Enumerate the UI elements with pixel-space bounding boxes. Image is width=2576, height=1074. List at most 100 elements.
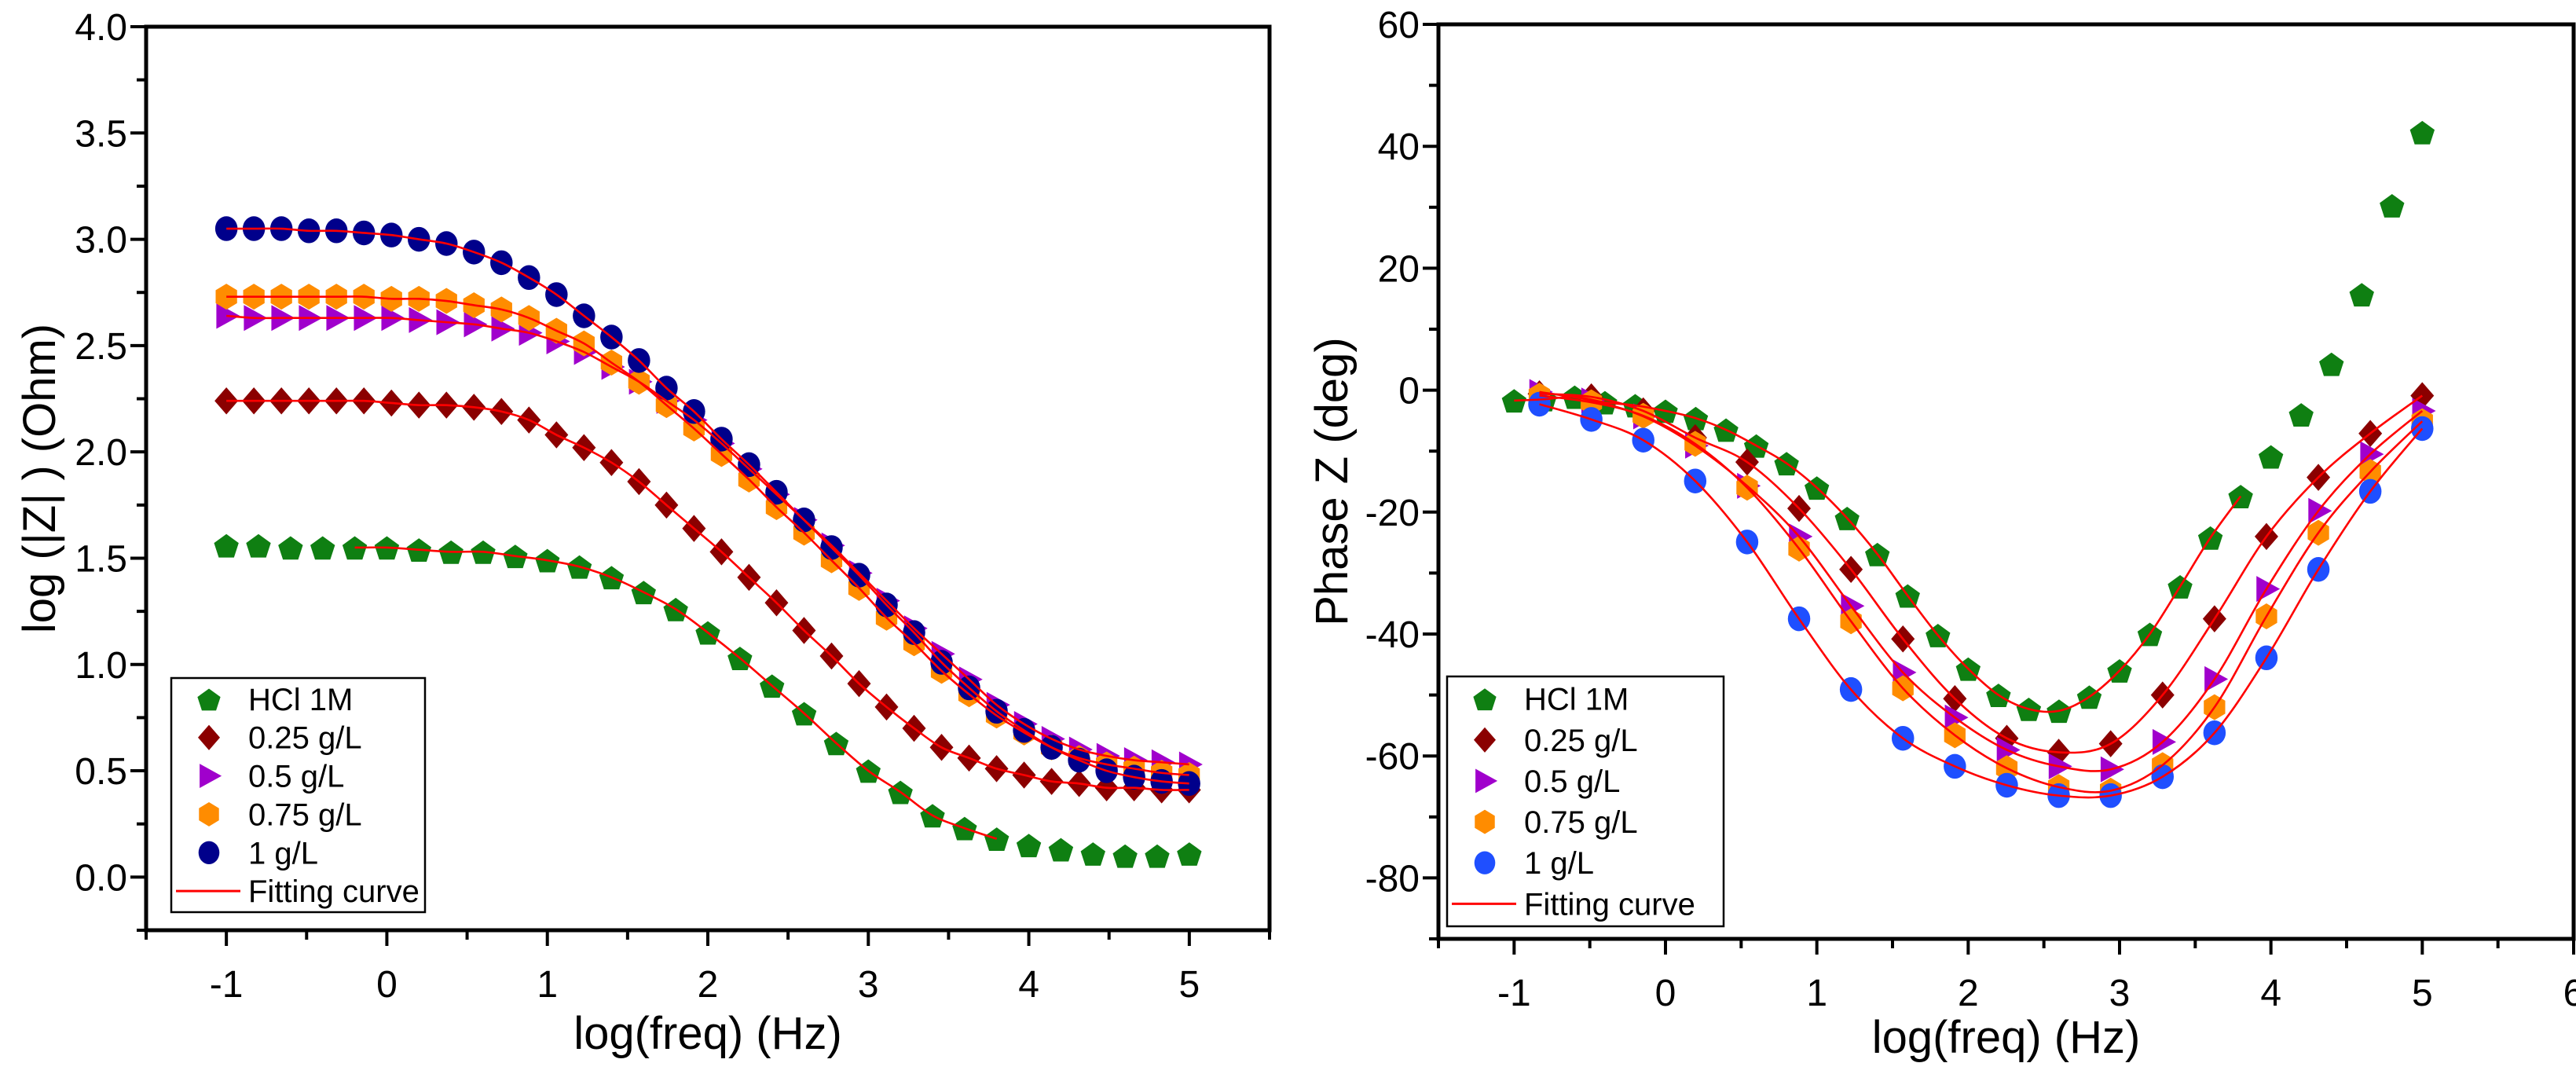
legend-box [1446, 675, 1725, 928]
fitting-curve [1514, 395, 2242, 713]
fitting-curves [226, 227, 1189, 840]
x-tick-label: 4 [1018, 964, 1039, 1006]
y-tick-label: 1.5 [75, 538, 127, 580]
legend-label: 0.5 g/L [248, 760, 344, 794]
legend: HCl 1M 0.25 g/L 0.5 g/L 0.75 g/L 1 g/L Fittin… [1446, 675, 1725, 928]
x-tick-label: 4 [2260, 973, 2281, 1014]
y-axis-title: Phase Z (deg) [1306, 337, 1358, 626]
legend-label: Fitting curve [1524, 887, 1695, 922]
legend-item: 0.25 g/L [1474, 724, 1638, 758]
x-tick-label: -1 [210, 964, 244, 1006]
impedance-magnitude-plot: -1 0 1 2 3 4 5 0.0 0.5 1.0 1.5 2.0 2.5 3.0 3.5 4.0 log(f… [14, 7, 1272, 1059]
fitting-curves [1514, 390, 2424, 799]
x-tick-label: 6 [2563, 973, 2576, 1014]
fitting-curve [1539, 403, 2424, 799]
y-tick-label: 3.5 [75, 113, 127, 155]
legend-item: Fitting curve [176, 874, 420, 909]
data-point [310, 536, 335, 560]
fitting-curve [226, 295, 1189, 776]
y-tick-label: 0.5 [75, 751, 127, 793]
legend-item: 0.25 g/L [198, 721, 362, 756]
data-point [2319, 352, 2344, 376]
x-tick-label: 5 [2412, 973, 2433, 1014]
data-point [1145, 844, 1170, 868]
legend-marker-diamond-icon [198, 724, 220, 750]
y-tick-label: 3.0 [75, 220, 127, 262]
data-point [1080, 842, 1105, 866]
data-point [984, 827, 1010, 851]
axes: -1 0 1 2 3 4 5 0.0 0.5 1.0 1.5 2.0 2.5 3.0 3.5 4.0 [75, 7, 1271, 1006]
x-tick-label: 3 [858, 964, 879, 1006]
legend-item: 0.5 g/L [200, 760, 344, 794]
legend-box [170, 676, 427, 914]
data-point [246, 533, 271, 558]
y-tick-label: 4.0 [75, 7, 127, 49]
data-point [2409, 120, 2435, 145]
legend: HCl 1M 0.25 g/L 0.5 g/L0.75 g/L 1 g/LFittin… [170, 676, 427, 914]
y-tick-label: 60 [1378, 5, 1420, 46]
y-tick-label: 0.0 [75, 857, 127, 899]
fitting-curve [226, 314, 1189, 766]
legend-marker-diamond-icon [1474, 727, 1496, 753]
data-point [2258, 445, 2284, 469]
x-axis-title: log(freq) (Hz) [1872, 1012, 2141, 1063]
legend-item: 1 g/L [198, 836, 318, 871]
y-tick-label: 40 [1378, 126, 1420, 168]
x-tick-label: 3 [2109, 973, 2131, 1014]
data-point [2153, 728, 2177, 755]
fitting-curve [354, 546, 998, 840]
legend-item: 0.5 g/L [1475, 764, 1620, 799]
data-point [278, 536, 303, 560]
legend-label: 0.5 g/L [1524, 764, 1620, 799]
legend-marker-triangle-right-icon [200, 764, 222, 788]
legend-item: 0.75 g/L [199, 797, 362, 832]
data-point [1944, 704, 1969, 731]
x-tick-label: 0 [1655, 973, 1676, 1014]
data-point [2349, 283, 2374, 307]
y-tick-label: -20 [1365, 493, 1420, 534]
data-point [1177, 842, 1202, 866]
series-hcl-1m [214, 533, 1202, 868]
legend-label: HCl 1M [248, 683, 353, 717]
legend-label: Fitting curve [248, 874, 420, 909]
fitting-curve [226, 227, 1189, 785]
x-tick-label: 2 [698, 964, 719, 1006]
phase-angle-plot: -1 0 1 2 3 4 5 6 -80 -60 -40 -20 0 20 40 60 log(freq) (H… [1306, 5, 2576, 1063]
legend-marker-triangle-right-icon [1475, 768, 1498, 794]
y-tick-label: -60 [1365, 736, 1420, 778]
legend-marker-circle-icon [1474, 851, 1496, 874]
legend-label: HCl 1M [1524, 683, 1629, 717]
data-point [1501, 389, 1527, 413]
legend-label: 0.25 g/L [1524, 724, 1638, 758]
data-point [1016, 834, 1042, 858]
x-tick-label: 5 [1179, 964, 1200, 1006]
data-point [1112, 844, 1138, 868]
legend-item: Fitting curve [1452, 887, 1695, 922]
x-tick-label: 0 [376, 964, 398, 1006]
y-tick-label: 1.0 [75, 645, 127, 687]
fitting-curve [1539, 390, 2424, 772]
legend-label: 1 g/L [248, 836, 318, 871]
data-point [2288, 403, 2314, 427]
data-point [342, 536, 368, 560]
fitting-curve [1539, 394, 2424, 794]
plot-frame [1436, 22, 2576, 941]
fitting-curve [1539, 392, 2424, 754]
axes: -1 0 1 2 3 4 5 6 -80 -60 -40 -20 0 20 40 60 [1365, 5, 2576, 1014]
fitting-curve [226, 399, 1189, 791]
y-tick-label: 0 [1398, 371, 1420, 412]
legend-marker-hexagon-icon [1475, 809, 1495, 834]
legend-label: 0.75 g/L [1524, 805, 1638, 840]
x-axis-title: log(freq) (Hz) [573, 1008, 842, 1059]
legend-marker-pentagon-icon [197, 688, 221, 711]
legend-marker-circle-icon [198, 841, 220, 864]
legend-item: HCl 1M [1473, 683, 1629, 717]
data-point [1048, 838, 1074, 862]
legend-item: 0.75 g/L [1475, 805, 1638, 840]
legend-label: 0.25 g/L [248, 721, 362, 756]
data-point [2380, 193, 2405, 218]
legend-marker-hexagon-icon [199, 802, 219, 827]
legend-item: 1 g/L [1474, 846, 1594, 881]
y-tick-label: -80 [1365, 858, 1420, 900]
